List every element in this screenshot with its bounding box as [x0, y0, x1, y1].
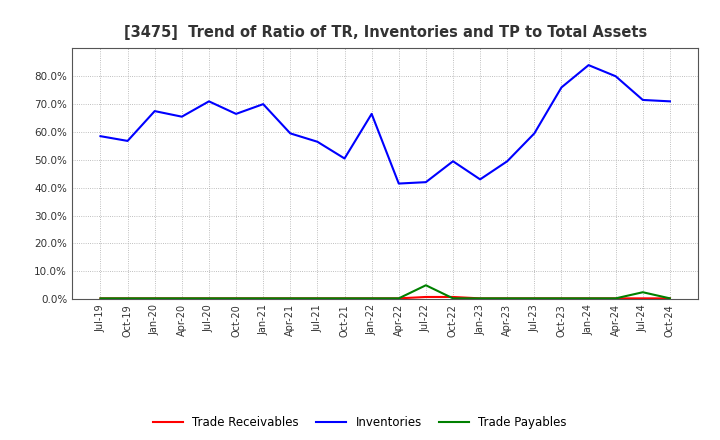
- Trade Receivables: [232, 296, 240, 301]
- Inventories: [259, 102, 268, 107]
- Trade Payables: [395, 296, 403, 301]
- Title: [3475]  Trend of Ratio of TR, Inventories and TP to Total Assets: [3475] Trend of Ratio of TR, Inventories…: [124, 25, 647, 40]
- Trade Receivables: [204, 296, 213, 301]
- Inventories: [286, 131, 294, 136]
- Trade Receivables: [123, 296, 132, 301]
- Legend: Trade Receivables, Inventories, Trade Payables: Trade Receivables, Inventories, Trade Pa…: [148, 412, 572, 434]
- Trade Payables: [611, 296, 620, 301]
- Trade Payables: [584, 296, 593, 301]
- Trade Payables: [259, 296, 268, 301]
- Trade Receivables: [96, 296, 105, 301]
- Inventories: [395, 181, 403, 186]
- Trade Payables: [313, 296, 322, 301]
- Trade Payables: [530, 296, 539, 301]
- Line: Trade Receivables: Trade Receivables: [101, 297, 670, 298]
- Trade Receivables: [503, 296, 511, 301]
- Trade Receivables: [286, 296, 294, 301]
- Inventories: [341, 156, 349, 161]
- Trade Receivables: [557, 296, 566, 301]
- Trade Payables: [639, 290, 647, 295]
- Trade Payables: [123, 296, 132, 301]
- Trade Receivables: [665, 296, 674, 301]
- Inventories: [530, 131, 539, 136]
- Trade Receivables: [367, 296, 376, 301]
- Trade Payables: [150, 296, 159, 301]
- Trade Receivables: [178, 296, 186, 301]
- Trade Receivables: [150, 296, 159, 301]
- Trade Receivables: [584, 296, 593, 301]
- Inventories: [584, 62, 593, 68]
- Trade Payables: [178, 296, 186, 301]
- Trade Payables: [449, 296, 457, 301]
- Inventories: [476, 177, 485, 182]
- Inventories: [449, 159, 457, 164]
- Trade Receivables: [421, 294, 430, 300]
- Trade Payables: [503, 296, 511, 301]
- Trade Payables: [204, 296, 213, 301]
- Inventories: [123, 138, 132, 143]
- Inventories: [96, 133, 105, 139]
- Trade Receivables: [476, 296, 485, 301]
- Trade Payables: [341, 296, 349, 301]
- Trade Payables: [476, 296, 485, 301]
- Inventories: [639, 97, 647, 103]
- Trade Receivables: [449, 294, 457, 300]
- Inventories: [232, 111, 240, 117]
- Inventories: [665, 99, 674, 104]
- Trade Receivables: [313, 296, 322, 301]
- Trade Receivables: [611, 296, 620, 301]
- Inventories: [557, 85, 566, 90]
- Trade Payables: [286, 296, 294, 301]
- Inventories: [611, 73, 620, 79]
- Trade Payables: [557, 296, 566, 301]
- Inventories: [313, 139, 322, 144]
- Inventories: [150, 108, 159, 114]
- Trade Receivables: [341, 296, 349, 301]
- Trade Payables: [232, 296, 240, 301]
- Trade Receivables: [639, 296, 647, 301]
- Trade Receivables: [530, 296, 539, 301]
- Trade Receivables: [259, 296, 268, 301]
- Trade Receivables: [395, 296, 403, 301]
- Inventories: [204, 99, 213, 104]
- Trade Payables: [367, 296, 376, 301]
- Inventories: [421, 180, 430, 185]
- Line: Inventories: Inventories: [101, 65, 670, 183]
- Trade Payables: [421, 282, 430, 288]
- Trade Payables: [96, 296, 105, 301]
- Inventories: [367, 111, 376, 117]
- Inventories: [503, 159, 511, 164]
- Inventories: [178, 114, 186, 119]
- Trade Payables: [665, 296, 674, 301]
- Line: Trade Payables: Trade Payables: [101, 285, 670, 298]
